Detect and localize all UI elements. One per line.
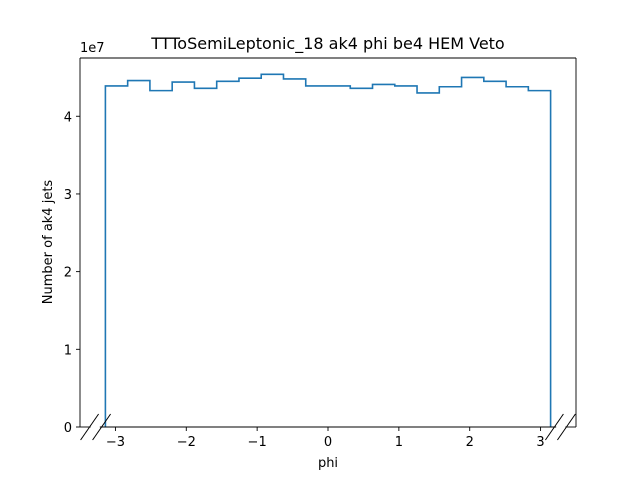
y-tick-label: 3 xyxy=(64,188,72,203)
x-tick-label: 2 xyxy=(466,435,474,450)
axis-break-slash-right xyxy=(557,413,576,441)
axis-break-slash-left xyxy=(92,413,111,441)
x-tick-label: −1 xyxy=(248,435,267,450)
x-axis-label: phi xyxy=(318,456,338,471)
axes-frame xyxy=(79,57,577,428)
x-tick-label: 0 xyxy=(324,435,332,450)
chart-title: TTToSemiLeptonic_18 ak4 phi be4 HEM Veto xyxy=(150,34,504,54)
histogram-step-line xyxy=(104,73,552,427)
axis-break-slash-right xyxy=(545,413,564,441)
y-tick-label: 4 xyxy=(64,110,72,125)
y-tick-label: 1 xyxy=(64,343,72,358)
y-axis-label: Number of ak4 jets xyxy=(41,180,56,305)
y-tick-label: 0 xyxy=(64,421,72,436)
x-ticks: −3 −2 −1 0 1 2 3 xyxy=(106,427,545,450)
x-tick-label: 3 xyxy=(536,435,544,450)
y-ticks: 0 1 2 3 4 xyxy=(64,110,80,436)
y-tick-label: 2 xyxy=(64,266,72,281)
axis-break-marks xyxy=(80,413,576,441)
x-tick-label: −2 xyxy=(177,435,196,450)
axis-break-slash-left xyxy=(80,413,99,441)
x-tick-label: −3 xyxy=(106,435,125,450)
x-tick-label: 1 xyxy=(395,435,403,450)
y-multiplier-label: 1e7 xyxy=(80,41,105,56)
